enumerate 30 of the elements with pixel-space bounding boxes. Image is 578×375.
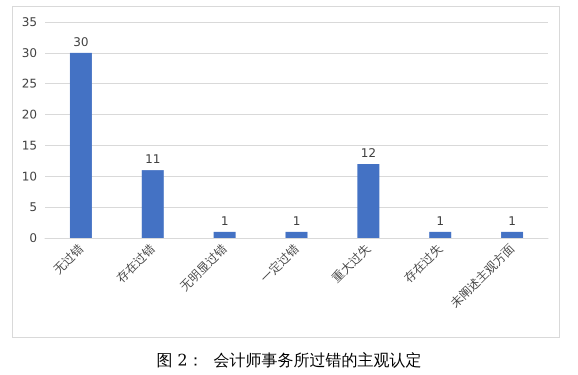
bar	[357, 164, 380, 238]
data-label: 1	[220, 214, 228, 228]
bar	[429, 232, 452, 238]
data-label: 1	[292, 214, 300, 228]
x-tick-label: 无明显过错	[177, 241, 230, 294]
data-label: 1	[508, 214, 516, 228]
x-tick-label: 无过错	[50, 241, 86, 276]
x-tick-label: 一定过错	[258, 241, 302, 285]
y-tick-label: 0	[29, 231, 37, 245]
y-tick-label: 5	[29, 200, 37, 214]
y-tick-label: 20	[22, 108, 37, 122]
data-label: 1	[436, 214, 444, 228]
y-tick-label: 25	[22, 76, 37, 91]
x-tick-label: 存在过失	[401, 241, 446, 285]
bar	[214, 232, 236, 238]
bar	[286, 232, 308, 238]
x-tick-label: 重大过失	[329, 241, 374, 285]
data-label: 30	[73, 34, 89, 49]
bar	[70, 52, 92, 238]
y-tick-label: 35	[22, 15, 37, 29]
y-tick-label: 30	[22, 46, 37, 60]
text: 图 2： 会计师事务所过错的主观认定	[156, 350, 422, 370]
data-label: 12	[360, 146, 376, 160]
bar	[142, 170, 164, 238]
y-tick-label: 15	[22, 138, 37, 152]
y-tick-label: 10	[22, 169, 37, 184]
x-tick-label: 存在过错	[114, 241, 158, 285]
bar	[501, 232, 524, 238]
x-tick-label: 未阐述主观方面	[448, 241, 518, 310]
data-label: 11	[145, 152, 160, 166]
